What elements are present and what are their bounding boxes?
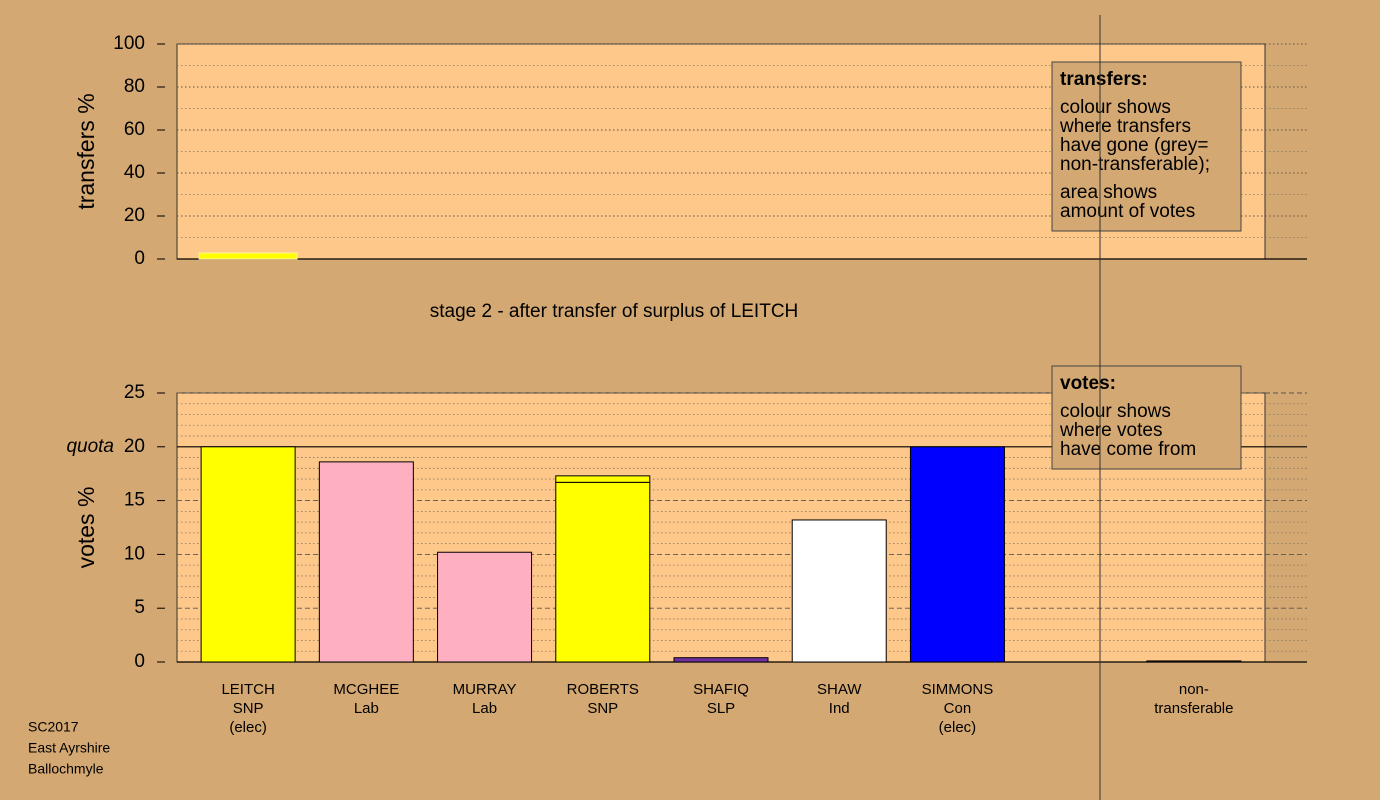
x-tick-label: (elec) bbox=[939, 719, 977, 736]
legend-text: colour shows bbox=[1060, 401, 1171, 422]
legend-text: non-transferable); bbox=[1060, 154, 1210, 175]
footer-text: East Ayrshire bbox=[28, 740, 110, 756]
x-tick-label: MURRAY bbox=[453, 681, 517, 698]
legend-text: have come from bbox=[1060, 439, 1196, 460]
x-tick-label: SHAW bbox=[817, 681, 862, 698]
bar-segment bbox=[791, 519, 887, 663]
y-tick-label: 15 bbox=[124, 490, 145, 511]
bar-segment bbox=[555, 475, 651, 483]
y-tick-label: 0 bbox=[134, 651, 145, 672]
bar-segment bbox=[673, 657, 769, 663]
y-axis-label: votes % bbox=[73, 487, 99, 569]
x-tick-label: SLP bbox=[707, 700, 735, 717]
bar bbox=[198, 252, 298, 260]
y-tick-label: 40 bbox=[124, 162, 145, 183]
footer-text: Ballochmyle bbox=[28, 761, 104, 777]
x-tick-label: Lab bbox=[354, 700, 379, 717]
x-tick-label: SIMMONS bbox=[922, 681, 994, 698]
bar-segment bbox=[318, 461, 414, 663]
bar-segment bbox=[200, 446, 296, 663]
y-tick-label: 0 bbox=[134, 248, 145, 269]
legend-text: where votes bbox=[1059, 420, 1162, 441]
x-tick-label: transferable bbox=[1154, 700, 1233, 717]
y-tick-label: 25 bbox=[124, 382, 145, 403]
quota-label: quota bbox=[66, 436, 114, 457]
bar-segment bbox=[437, 551, 533, 663]
legend-box bbox=[1051, 61, 1242, 232]
legend-title: votes: bbox=[1060, 373, 1116, 394]
y-axis-label: transfers % bbox=[73, 93, 99, 209]
bar-segment bbox=[1146, 660, 1242, 663]
y-tick-label: 20 bbox=[124, 436, 145, 457]
x-tick-label: ROBERTS bbox=[567, 681, 639, 698]
x-tick-label: SNP bbox=[233, 700, 264, 717]
bar-segment bbox=[909, 446, 1005, 663]
x-tick-label: LEITCH bbox=[221, 681, 274, 698]
legend-text: amount of votes bbox=[1060, 201, 1195, 222]
legend-text: have gone (grey= bbox=[1060, 135, 1208, 156]
x-tick-label: Con bbox=[944, 700, 972, 717]
x-tick-label: non- bbox=[1179, 681, 1209, 698]
legend-title: transfers: bbox=[1060, 69, 1148, 90]
x-tick-label: SNP bbox=[587, 700, 618, 717]
y-tick-label: 100 bbox=[113, 33, 145, 54]
y-tick-label: 10 bbox=[124, 543, 145, 564]
y-tick-label: 80 bbox=[124, 76, 145, 97]
legend-text: area shows bbox=[1060, 182, 1157, 203]
y-tick-label: 5 bbox=[134, 597, 145, 618]
x-tick-label: Ind bbox=[829, 700, 850, 717]
x-tick-label: SHAFIQ bbox=[693, 681, 749, 698]
legend-text: where transfers bbox=[1059, 116, 1191, 137]
bar-segment bbox=[555, 481, 651, 663]
y-tick-label: 60 bbox=[124, 119, 145, 140]
legend-text: colour shows bbox=[1060, 97, 1171, 118]
legend-box bbox=[1051, 365, 1242, 470]
y-tick-label: 20 bbox=[124, 205, 145, 226]
footer-text: SC2017 bbox=[28, 719, 79, 735]
x-tick-label: (elec) bbox=[229, 719, 267, 736]
x-tick-label: Lab bbox=[472, 700, 497, 717]
x-tick-label: MCGHEE bbox=[333, 681, 399, 698]
stage-title: stage 2 - after transfer of surplus of L… bbox=[430, 301, 799, 322]
